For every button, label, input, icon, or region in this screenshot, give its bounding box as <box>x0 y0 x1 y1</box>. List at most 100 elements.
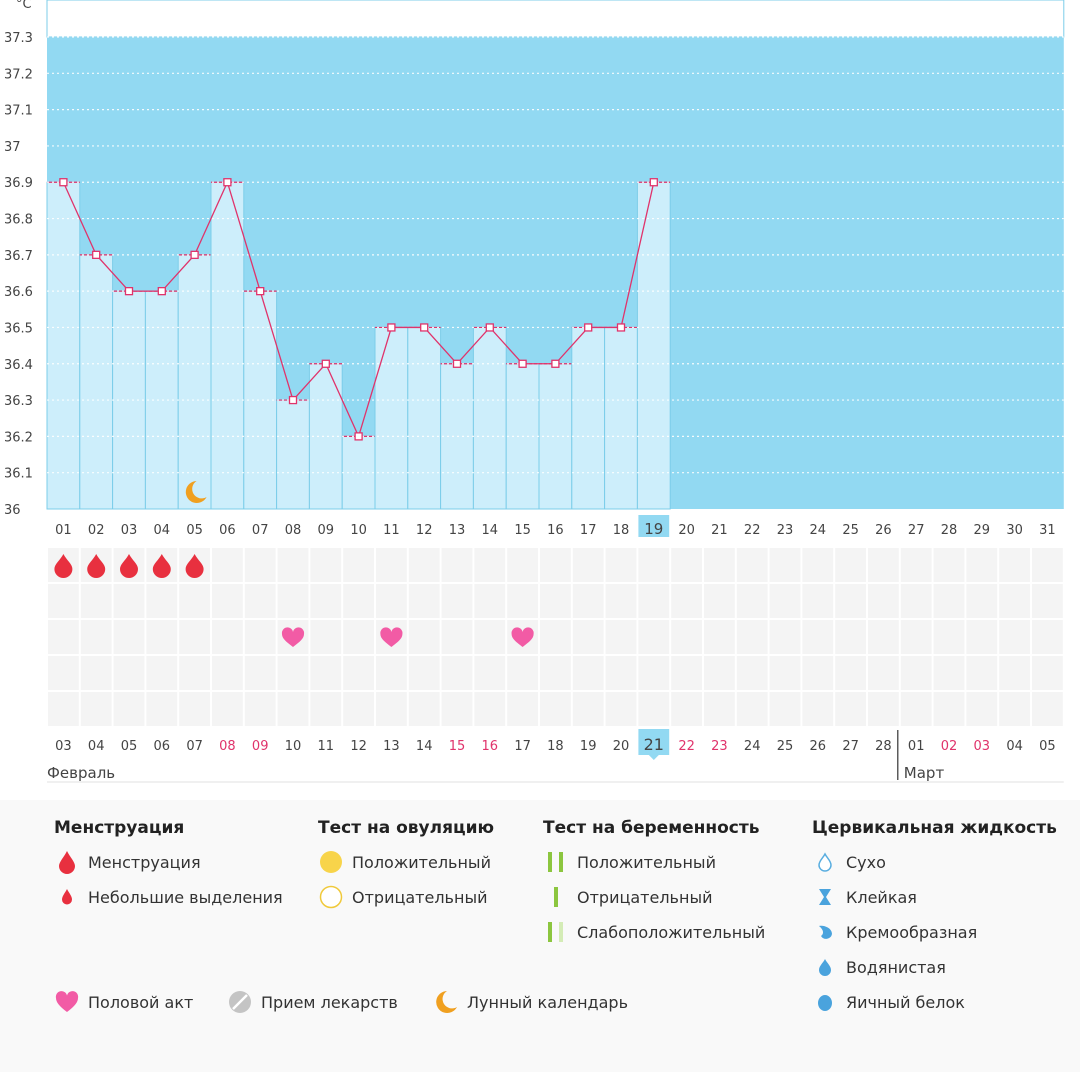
legend-label: Положительный <box>577 852 716 872</box>
cycle-day-label: 10 <box>350 523 367 538</box>
symptom-cell <box>868 584 899 618</box>
blood-drop-icon <box>54 850 80 874</box>
moon-icon <box>433 990 459 1014</box>
symptom-cell <box>638 548 670 582</box>
legend-pregnancy-negative: Отрицательный <box>543 885 765 909</box>
symptom-cell <box>572 584 604 618</box>
temp-point <box>59 178 68 187</box>
symptom-cell <box>704 620 735 654</box>
symptom-cell <box>343 620 374 654</box>
symptom-cell <box>736 584 768 618</box>
cycle-day-label: 12 <box>416 523 433 538</box>
symptom-cell <box>441 584 473 618</box>
cycle-day-label: 22 <box>744 523 761 538</box>
symptom-cell <box>868 548 899 582</box>
symptom-cell <box>671 656 702 690</box>
symptom-cell <box>310 548 342 582</box>
legend-ovulation-title: Тест на овуляцию <box>318 818 495 838</box>
two-lines-icon <box>543 850 569 874</box>
legend-fluid-dry: Сухо <box>812 850 1057 874</box>
symptom-cell <box>638 620 670 654</box>
date-label: 18 <box>547 739 564 754</box>
cycle-day-label: 21 <box>711 523 728 538</box>
legend-label: Менструация <box>88 852 201 872</box>
symptom-cell <box>900 620 932 654</box>
cycle-day-label: 01 <box>55 523 72 538</box>
symptom-cell <box>212 584 243 618</box>
date-label: 04 <box>88 739 105 754</box>
symptom-cell <box>802 620 834 654</box>
temp-bar <box>407 326 442 510</box>
date-label: 28 <box>875 739 892 754</box>
temp-point <box>223 178 232 187</box>
symptom-cell <box>146 692 178 726</box>
symptom-cell <box>441 656 473 690</box>
symptom-cell <box>80 692 112 726</box>
symptom-cell <box>540 548 571 582</box>
symptom-cell <box>48 620 79 654</box>
cycle-day-label: 20 <box>678 523 695 538</box>
date-label: 01 <box>908 739 925 754</box>
legend-ovulation-positive: Положительный <box>318 850 494 874</box>
symptom-cell <box>900 692 932 726</box>
temp-point <box>321 359 330 368</box>
symptom-cell <box>933 656 965 690</box>
symptom-cell <box>540 620 571 654</box>
symptom-cell <box>868 692 899 726</box>
symptom-cell <box>179 656 210 690</box>
symptom-cell <box>835 620 866 654</box>
date-label: 02 <box>941 739 958 754</box>
symptom-cell <box>802 656 834 690</box>
symptom-cell <box>966 584 998 618</box>
symptom-cell <box>900 656 932 690</box>
symptom-cell <box>966 548 998 582</box>
symptom-cell <box>835 548 866 582</box>
one-line-icon <box>543 885 569 909</box>
legend-menstruation: Менструация Менструация Небольшие выделе… <box>54 818 283 920</box>
temp-bar <box>210 181 245 510</box>
symptom-cell <box>376 656 407 690</box>
temp-bar <box>177 254 212 510</box>
symptom-cell <box>605 656 637 690</box>
symptom-cell <box>966 620 998 654</box>
cycle-day-label: 25 <box>842 523 859 538</box>
symptom-cell <box>638 584 670 618</box>
symptom-cell <box>277 548 309 582</box>
symptom-cell <box>999 584 1030 618</box>
legend-label: Отрицательный <box>352 887 488 907</box>
symptom-cell <box>605 620 637 654</box>
legend-pregnancy-positive: Положительный <box>543 850 765 874</box>
symptom-cell <box>999 620 1030 654</box>
heart-icon <box>54 990 80 1014</box>
date-label: 13 <box>383 739 400 754</box>
cycle-day-label: 16 <box>547 523 564 538</box>
symptom-cell <box>277 692 309 726</box>
symptom-cell <box>802 692 834 726</box>
heart-icon <box>380 627 403 647</box>
legend-menstruation-item: Менструация <box>54 850 283 874</box>
symptom-cell <box>572 548 604 582</box>
symptom-cell <box>474 656 506 690</box>
legend-label: Половой акт <box>88 992 194 1012</box>
symptom-cell <box>408 656 440 690</box>
symptom-cell <box>48 692 79 726</box>
symptom-cell <box>835 692 866 726</box>
menstruation-drop-icon <box>54 554 73 578</box>
temp-bar <box>276 399 310 510</box>
symptom-cell <box>179 692 210 726</box>
symptom-cell <box>212 548 243 582</box>
symptom-cell <box>540 692 571 726</box>
legend-ovulation-negative: Отрицательный <box>318 885 494 909</box>
legend-cervical-fluid: Цервикальная жидкость Сухо Клейкая Кремо… <box>812 818 1057 1025</box>
symptom-cell <box>769 656 801 690</box>
legend-label: Слабоположительный <box>577 922 766 942</box>
symptom-cell <box>441 548 473 582</box>
small-drop-icon <box>54 885 80 909</box>
symptom-cell <box>605 548 637 582</box>
symptom-cell <box>999 656 1030 690</box>
symptom-cell <box>343 692 374 726</box>
legend-ovulation-test: Тест на овуляцию Положительный Отрицател… <box>318 818 494 920</box>
y-tick-label: 36.4 <box>4 358 33 373</box>
legend-label: Лунный календарь <box>467 992 628 1012</box>
cycle-day-label: 27 <box>908 523 925 538</box>
